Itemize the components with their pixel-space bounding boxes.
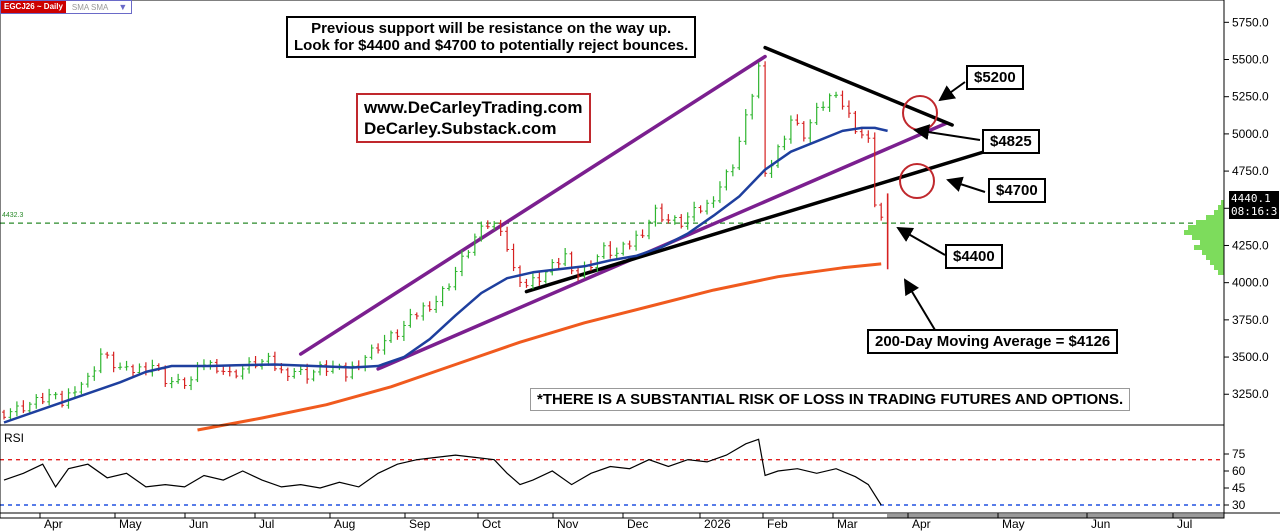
x-tick-label: May xyxy=(1002,517,1025,531)
callout-5200: $5200 xyxy=(966,65,1024,90)
note-line-1: Previous support will be resistance on t… xyxy=(311,20,672,37)
website-url: www.DeCarleyTrading.com xyxy=(364,98,583,117)
symbol-label[interactable]: EGCJ26 ~ Daily xyxy=(1,1,66,13)
volume-profile-bar xyxy=(1214,210,1224,215)
strategy-note: Previous support will be resistance on t… xyxy=(286,16,697,58)
study-label[interactable]: SMA SMA xyxy=(71,2,109,12)
x-tick-label: Aug xyxy=(334,517,355,531)
y-tick-label: 4000.0 xyxy=(1232,276,1269,290)
callout-200-day-ma: 200-Day Moving Average = $4126 xyxy=(867,329,1119,354)
website-box: www.DeCarleyTrading.com DeCarley.Substac… xyxy=(356,93,591,143)
volume-profile-bar xyxy=(1214,265,1224,270)
volume-profile-bar xyxy=(1206,215,1224,220)
x-tick-label: Jun xyxy=(1091,517,1110,531)
last-price: 4440.1 xyxy=(1231,192,1271,205)
callout-arrow xyxy=(946,176,986,193)
x-tick-label: Apr xyxy=(912,517,931,531)
y-tick-label: 5250.0 xyxy=(1232,90,1269,104)
volume-profile-bar xyxy=(1196,220,1224,225)
rsi-line xyxy=(3,438,882,506)
sma-line xyxy=(3,126,888,424)
callout-arrow xyxy=(903,278,936,331)
x-tick-label: Apr xyxy=(44,517,63,531)
triangle-down-icon[interactable]: ▼ xyxy=(118,2,128,12)
x-tick-label: Jul xyxy=(259,517,274,531)
resistance-circle-4700 xyxy=(899,163,935,199)
y-tick-label: 5500.0 xyxy=(1232,53,1269,67)
note-line-2: Look for $4400 and $4700 to potentially … xyxy=(294,37,689,54)
callout-4700: $4700 xyxy=(988,178,1046,203)
substack-url: DeCarley.Substack.com xyxy=(364,119,557,138)
volume-profile-bar xyxy=(1192,235,1224,240)
resistance-trend-line xyxy=(763,45,954,127)
future-area xyxy=(887,514,1224,518)
volume-profile-bar xyxy=(1188,225,1224,230)
x-tick-label: Feb xyxy=(767,517,788,531)
y-tick-label: 3750.0 xyxy=(1232,313,1269,327)
y-tick-label: 5750.0 xyxy=(1232,15,1269,29)
rsi-tick-label: 45 xyxy=(1232,481,1246,495)
rsi-label: RSI xyxy=(4,431,25,445)
y-tick-label: 3500.0 xyxy=(1232,350,1269,364)
x-tick-label: Jul xyxy=(1177,517,1192,531)
level-label: 4432.3 xyxy=(2,212,24,219)
y-tick-label: 4250.0 xyxy=(1232,238,1269,252)
x-tick-label: Mar xyxy=(837,517,858,531)
y-tick-label: 5000.0 xyxy=(1232,127,1269,141)
volume-profile-bar xyxy=(1206,255,1224,260)
x-tick-label: Nov xyxy=(557,517,578,531)
volume-profile-bar xyxy=(1221,200,1224,205)
volume-profile-bar xyxy=(1202,250,1224,255)
last-price-tag: 4440.1 08:16:3 xyxy=(1229,191,1280,219)
support-trend-line xyxy=(524,149,987,294)
channel-upper-line xyxy=(298,54,767,356)
x-tick-label: Oct xyxy=(482,517,501,531)
y-tick-label: 3250.0 xyxy=(1232,387,1269,401)
callout-arrow xyxy=(896,227,946,256)
volume-profile-bar xyxy=(1218,270,1224,275)
y-tick-label: 4750.0 xyxy=(1232,164,1269,178)
bar-timer: 08:16:3 xyxy=(1231,205,1278,218)
plot-frame xyxy=(0,0,1225,519)
symbol-bar[interactable]: EGCJ26 ~ Daily SMA SMA ▼ xyxy=(0,0,133,14)
callout-arrow xyxy=(938,81,966,102)
volume-profile-bar xyxy=(1200,240,1224,245)
rsi-tick-label: 30 xyxy=(1232,498,1246,512)
rsi-tick-label: 60 xyxy=(1232,464,1246,478)
rsi-tick-label: 75 xyxy=(1232,447,1246,461)
x-tick-label: Dec xyxy=(627,517,648,531)
callout-arrow xyxy=(913,124,981,141)
risk-disclaimer: *THERE IS A SUBSTANTIAL RISK OF LOSS IN … xyxy=(530,388,1131,411)
x-tick-label: 2026 xyxy=(704,517,731,531)
volume-profile-bar xyxy=(1194,245,1224,250)
x-tick-label: Jun xyxy=(189,517,208,531)
volume-profile-bar xyxy=(1218,205,1224,210)
callout-4400: $4400 xyxy=(945,244,1003,269)
x-tick-label: May xyxy=(119,517,142,531)
x-tick-label: Sep xyxy=(409,517,431,531)
callout-4825: $4825 xyxy=(982,129,1040,154)
volume-profile-bar xyxy=(1184,230,1224,235)
volume-profile-bar xyxy=(1210,260,1224,265)
sma-200-line xyxy=(197,262,882,432)
